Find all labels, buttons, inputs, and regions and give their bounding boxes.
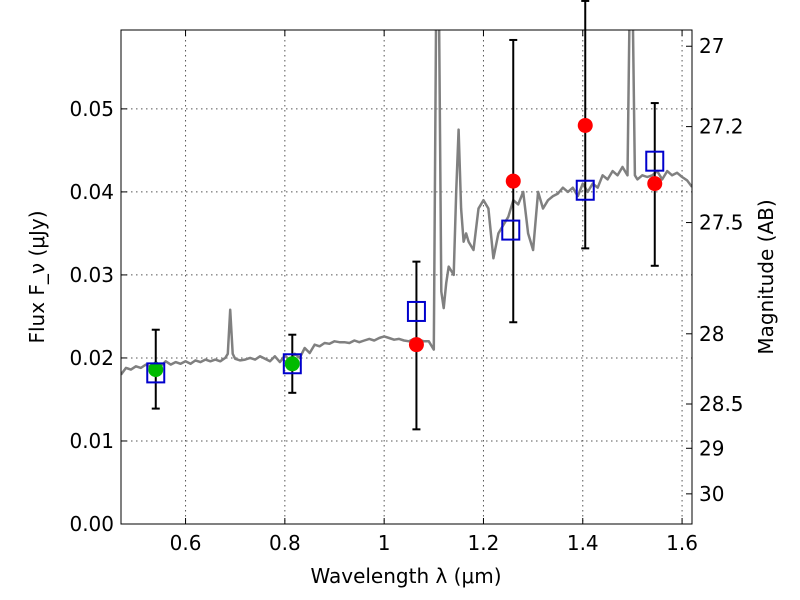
blue-square-point [282, 353, 302, 375]
red-point [505, 173, 521, 189]
red-point [647, 176, 663, 192]
x-tick-label: 1.2 [468, 531, 500, 555]
blue-square-point [645, 150, 665, 172]
x-tick-label: 0.8 [269, 531, 301, 555]
blue-square-point [146, 362, 166, 384]
y2-tick-label: 28 [699, 322, 724, 346]
x-tick-label: 1.4 [567, 531, 599, 555]
y-tick-label: 0.03 [69, 263, 114, 287]
x-tick-label: 1.6 [666, 531, 698, 555]
plot-frame [120, 29, 693, 525]
y-tick-label: 0.01 [69, 429, 114, 453]
y-axis-title: Flux F_ν (μJy) [25, 210, 49, 343]
blue-square-point [501, 219, 521, 241]
x-axis-title: Wavelength λ (μm) [310, 564, 501, 588]
spectrum-line [121, 30, 692, 376]
markers [146, 117, 665, 384]
y-tick-label: 0.02 [69, 346, 114, 370]
ticks: 0.6 0.8 1 1.2 1.4 1.6 0.00 0.01 0.02 0.03 0.04 0.05… [69, 30, 744, 555]
red-point [577, 117, 593, 133]
spectrum-layer [121, 30, 692, 376]
green-point [284, 356, 300, 372]
x-tick-label: 0.6 [170, 531, 202, 555]
y2-tick-label: 30 [699, 482, 724, 506]
y2-axis-title: Magnitude (AB) [754, 199, 778, 354]
green-point [148, 362, 164, 378]
y2-tick-label: 27 [699, 34, 724, 58]
grid [121, 30, 692, 525]
blue-square-point [575, 179, 595, 201]
y-tick-label: 0.05 [69, 97, 114, 121]
x-tick-label: 1 [378, 531, 391, 555]
y-tick-label: 0.00 [69, 512, 114, 536]
blue-square-point [406, 300, 426, 322]
y2-tick-label: 27.2 [699, 115, 744, 139]
y2-tick-label: 29 [699, 436, 724, 460]
red-point [408, 337, 424, 353]
y-tick-label: 0.04 [69, 180, 114, 204]
y2-tick-label: 27.5 [699, 211, 744, 235]
y2-tick-label: 28.5 [699, 392, 744, 416]
